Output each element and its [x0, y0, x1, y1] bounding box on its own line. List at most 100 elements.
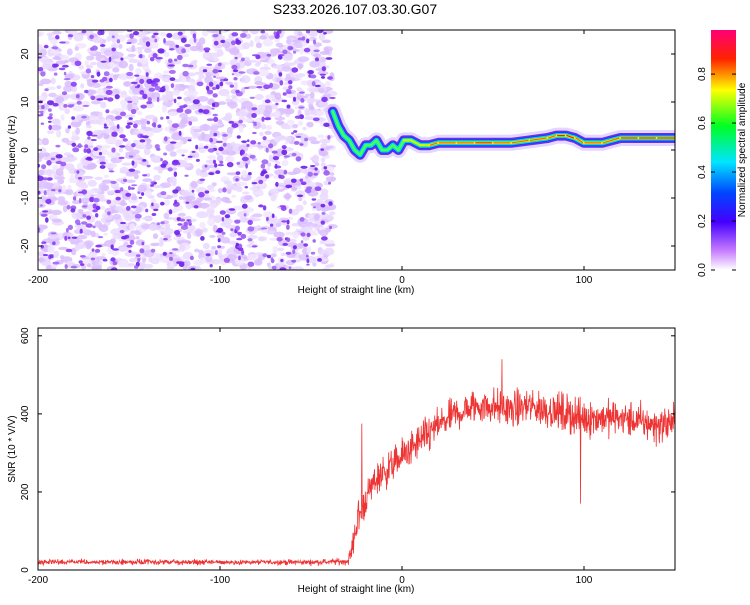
noise-blob [191, 200, 200, 204]
noise-blob [260, 140, 271, 147]
noise-blob [215, 76, 227, 80]
noise-peak [251, 245, 258, 248]
noise-blob [297, 242, 306, 248]
spectrogram-y-tick-label: -20 [20, 238, 31, 253]
noise-peak [180, 37, 187, 43]
noise-blob [38, 43, 43, 52]
noise-peak [110, 267, 118, 270]
noise-peak [92, 225, 96, 229]
noise-blob [76, 234, 88, 240]
noise-peak [235, 242, 239, 247]
noise-blob [281, 53, 294, 62]
colorbar-tick-label: 0.2 [697, 214, 708, 228]
noise-blob [195, 265, 201, 270]
noise-peak [67, 125, 72, 129]
noise-blob [198, 74, 205, 79]
noise-blob [100, 101, 107, 109]
noise-peak [282, 242, 289, 246]
noise-peak [126, 30, 133, 33]
noise-blob [297, 109, 302, 116]
noise-blob [269, 48, 281, 55]
noise-blob [90, 230, 96, 238]
noise-peak [307, 171, 313, 177]
noise-blob [275, 120, 285, 125]
noise-blob [118, 60, 128, 69]
noise-blob [76, 224, 87, 233]
noise-peak [253, 123, 257, 126]
noise-blob [75, 243, 87, 249]
noise-peak [162, 251, 167, 256]
noise-peak [105, 109, 110, 114]
noise-peak [240, 233, 247, 239]
noise-blob [194, 71, 205, 76]
noise-blob [160, 182, 172, 188]
noise-peak [191, 189, 195, 193]
noise-peak [231, 32, 239, 37]
noise-peak [141, 241, 145, 246]
noise-blob [213, 215, 223, 224]
noise-peak [90, 139, 97, 141]
noise-peak [309, 74, 317, 79]
noise-blob [63, 85, 74, 92]
noise-blob [178, 196, 184, 200]
noise-peak [177, 261, 185, 265]
noise-blob [120, 199, 126, 207]
noise-peak [252, 121, 257, 124]
noise-peak [286, 237, 291, 243]
noise-blob [136, 31, 147, 38]
noise-blob [98, 182, 107, 191]
noise-blob [109, 61, 115, 67]
noise-blob [148, 224, 158, 231]
noise-peak [67, 34, 74, 38]
noise-blob [38, 140, 43, 144]
noise-peak [130, 81, 138, 85]
noise-peak [151, 202, 154, 207]
noise-peak [320, 76, 326, 79]
noise-peak [265, 147, 269, 153]
noise-blob [167, 119, 173, 125]
noise-peak [120, 57, 124, 61]
noise-peak [150, 181, 154, 184]
noise-peak [71, 104, 75, 107]
noise-blob [281, 66, 293, 72]
noise-blob [103, 49, 114, 56]
noise-blob [181, 53, 190, 58]
noise-peak [329, 225, 333, 230]
noise-blob [221, 64, 226, 70]
noise-peak [140, 134, 143, 138]
noise-peak [241, 156, 249, 162]
spectrogram-x-tick-label: 100 [576, 275, 593, 286]
noise-peak [38, 56, 42, 59]
noise-blob [121, 162, 132, 166]
noise-blob [320, 143, 328, 148]
noise-blob [260, 123, 267, 130]
noise-peak [70, 265, 78, 269]
noise-blob [126, 140, 131, 146]
noise-blob [304, 116, 316, 120]
noise-peak [86, 215, 91, 220]
noise-peak [182, 63, 189, 68]
noise-peak [167, 64, 175, 67]
noise-peak [170, 83, 175, 89]
noise-blob [190, 180, 198, 188]
noise-peak [295, 156, 302, 162]
noise-blob [131, 211, 140, 215]
noise-peak [217, 62, 222, 67]
noise-peak [214, 163, 218, 168]
noise-blob [235, 181, 248, 187]
noise-peak [291, 259, 297, 263]
noise-peak [107, 97, 114, 102]
noise-peak [157, 48, 165, 54]
noise-blob [222, 218, 234, 225]
noise-blob [55, 168, 64, 177]
noise-blob [194, 248, 200, 253]
noise-peak [103, 71, 110, 77]
noise-blob [48, 234, 59, 240]
noise-blob [304, 109, 317, 116]
noise-peak [103, 123, 107, 127]
noise-blob [48, 249, 54, 253]
noise-blob [161, 105, 168, 113]
noise-blob [268, 188, 280, 195]
noise-peak [61, 64, 69, 68]
noise-blob [283, 193, 292, 200]
